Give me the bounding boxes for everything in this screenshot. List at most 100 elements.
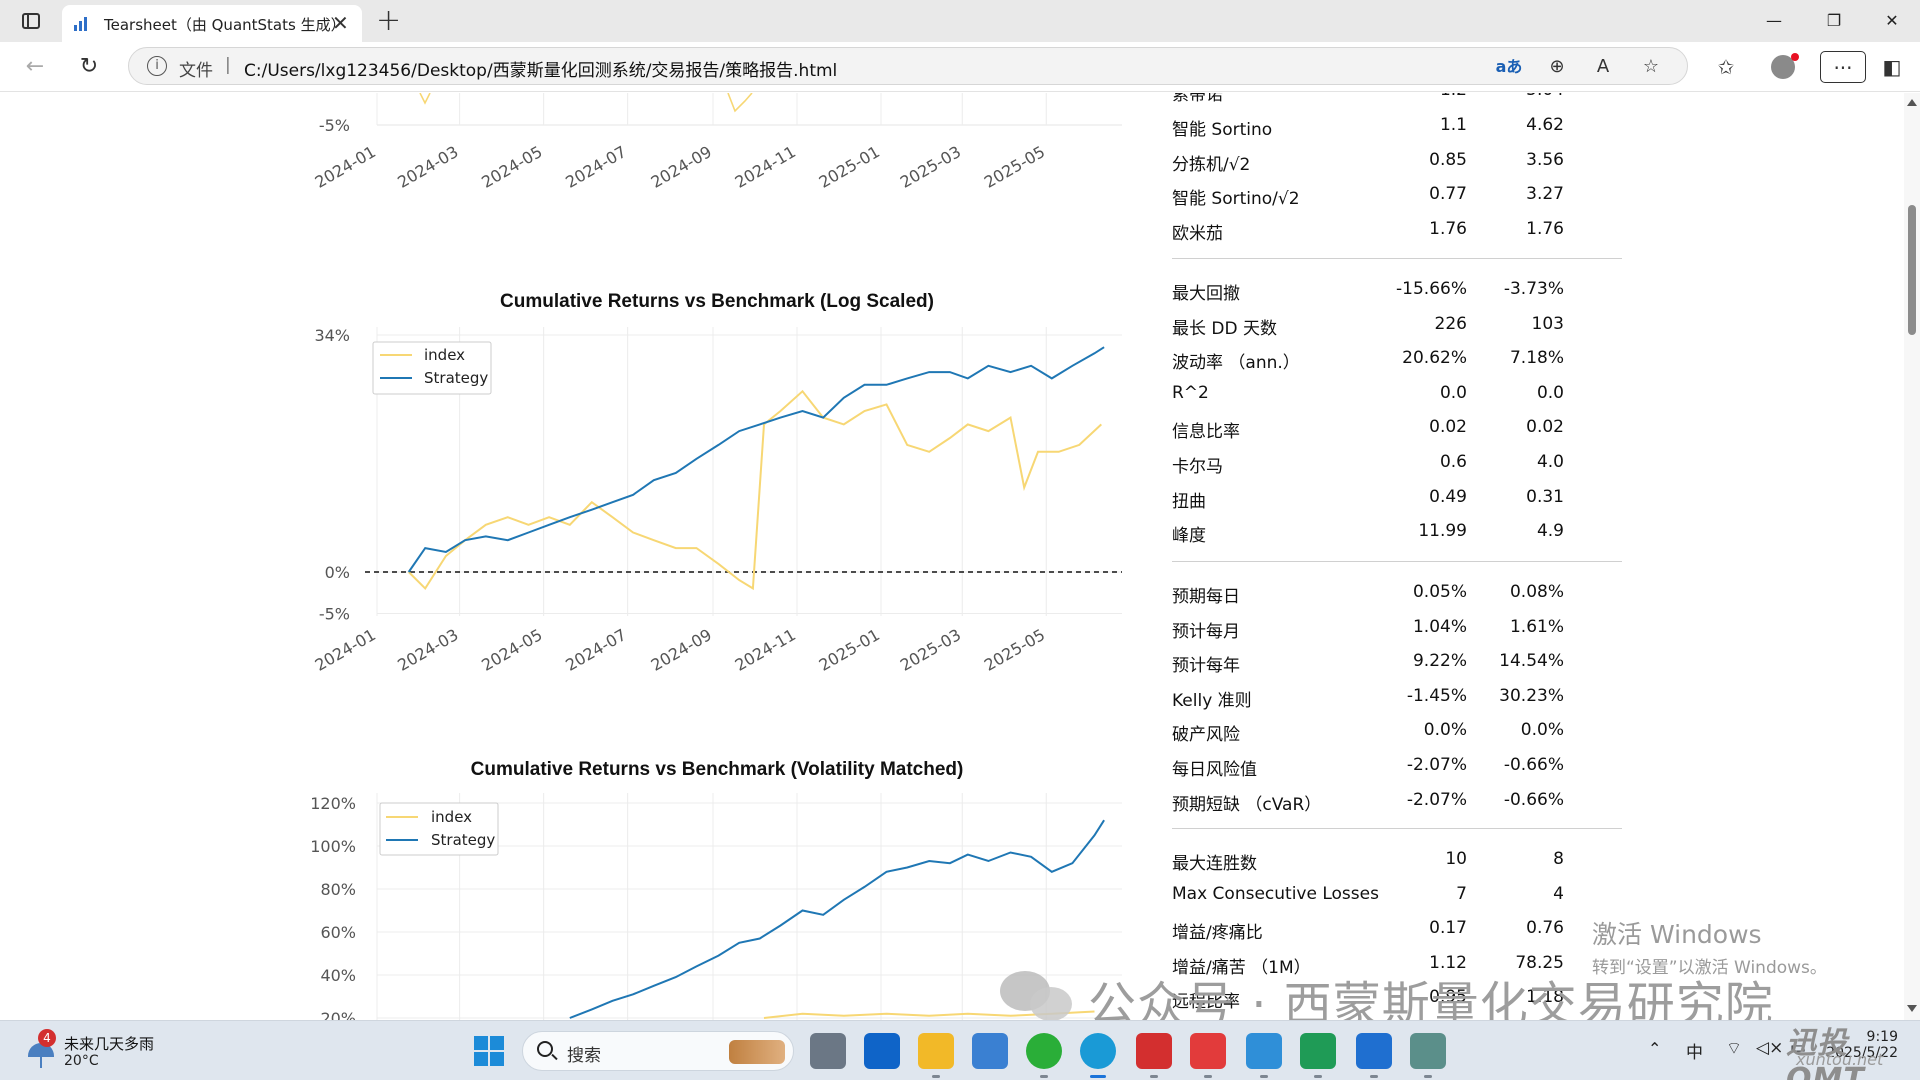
tray-overflow-chevron-icon[interactable]: ⌃ (1648, 1039, 1662, 1058)
metric-value-benchmark: 0.85 (1429, 149, 1467, 170)
terminal-app-icon[interactable] (1300, 1033, 1336, 1069)
restore-button[interactable]: ❐ (1826, 11, 1842, 30)
metric-value-strategy: 30.23% (1499, 685, 1564, 706)
metric-value-benchmark: 7 (1456, 883, 1467, 904)
metric-value-strategy: -0.66% (1503, 755, 1564, 775)
scroll-down-arrow-icon[interactable] (1907, 1005, 1917, 1012)
tab-close-icon[interactable]: ✕ (332, 11, 349, 35)
ime-indicator[interactable]: 中 (1686, 1043, 1703, 1063)
read-aloud-icon[interactable]: A (1596, 56, 1610, 77)
metric-row: 索蒂诺 1.2 5.04 (1160, 93, 1610, 108)
partial-index-line (727, 93, 753, 113)
minimize-button[interactable]: — (1766, 11, 1782, 30)
zoom-icon[interactable]: ⊕ (1549, 56, 1565, 77)
favorites-icon[interactable]: ✩ (1717, 55, 1735, 79)
metric-row: 每日风险值 -2.07% -0.66% (1160, 755, 1610, 783)
metric-label: 增益/痛苦 （1M） (1172, 957, 1311, 978)
address-url[interactable]: C:/Users/lxg123456/Desktop/西蒙斯量化回测系统/交易报… (244, 61, 838, 81)
scroll-thumb[interactable] (1908, 205, 1916, 335)
legend-label-index: index (424, 346, 465, 364)
battery-icon[interactable]: ▭ (1790, 1038, 1807, 1058)
outlook-icon[interactable] (864, 1033, 900, 1069)
legend-label-strategy: Strategy (424, 369, 488, 387)
close-window-button[interactable]: ✕ (1885, 11, 1899, 30)
metric-value-benchmark: 1.1 (1439, 115, 1467, 135)
series-line-strategy (569, 819, 1105, 1019)
browser-tab[interactable]: Tearsheet（由 QuantStats 生成） ✕ (62, 5, 362, 42)
metric-value-benchmark: 0.0 (1439, 382, 1467, 403)
taskbar: 4 未来几天多雨 20°C 搜索 ⌃ 中 ⌔ ◁× ▭ 9:19 2025/5/… (0, 1020, 1920, 1080)
favorite-star-icon[interactable]: ☆ (1642, 56, 1660, 77)
task-view-icon[interactable] (810, 1033, 846, 1069)
metric-row: 波动率 （ann.） 20.62% 7.18% (1160, 348, 1610, 376)
metric-row: 增益/疼痛比 0.17 0.76 (1160, 918, 1610, 946)
profile-button[interactable] (1766, 51, 1799, 83)
tab-actions-button[interactable] (14, 8, 48, 34)
vscode-icon[interactable] (1356, 1033, 1392, 1069)
metric-value-benchmark: -2.07% (1406, 789, 1467, 810)
series-line-strategy (407, 346, 1105, 573)
file-explorer-icon[interactable] (918, 1033, 954, 1069)
xtick-label: 2024-07 (562, 142, 629, 192)
metric-row: R^2 0.0 0.0 (1160, 383, 1610, 411)
metric-label: 远程比率 (1172, 992, 1240, 1013)
metric-label: 分拣机/√2 (1172, 154, 1251, 175)
edge-icon[interactable] (1080, 1033, 1116, 1069)
store-icon[interactable] (972, 1033, 1008, 1069)
info-icon[interactable]: i (147, 56, 167, 76)
more-options-icon[interactable]: ··· (1820, 51, 1866, 83)
wps-icon[interactable] (1136, 1033, 1172, 1069)
app-running-indicator (1424, 1075, 1432, 1078)
metric-label: 智能 Sortino (1172, 120, 1273, 140)
metric-value-benchmark: 0.17 (1429, 918, 1467, 939)
metric-divider (1172, 828, 1622, 829)
metric-label: R^2 (1172, 382, 1209, 403)
scroll-up-arrow-icon[interactable] (1907, 99, 1917, 106)
brand-watermark-sub: xuntou.net (1796, 1050, 1884, 1069)
partial-chart-above: -5% 2024-01 2024-03 2024-05 2024-07 2024-09 2… (312, 93, 1122, 192)
metric-value-strategy: 3.56 (1526, 149, 1564, 170)
start-button[interactable] (474, 1036, 504, 1066)
system-clock[interactable]: 9:19 2025/5/22 (1818, 1029, 1898, 1061)
metric-label: 波动率 （ann.） (1172, 353, 1300, 374)
qmt-app-icon[interactable] (1246, 1033, 1282, 1069)
address-scheme: 文件 (179, 61, 213, 81)
metric-value-benchmark: 10 (1445, 849, 1467, 869)
metric-value-strategy: 0.0 (1536, 382, 1564, 403)
address-bar[interactable]: i 文件 | C:/Users/lxg123456/Desktop/西蒙斯量化回… (128, 47, 1688, 85)
app-active-indicator (1090, 1075, 1106, 1078)
volume-muted-icon[interactable]: ◁× (1756, 1038, 1784, 1058)
xtick-label: 2024-09 (648, 625, 715, 675)
xtick-label: 2024-03 (394, 142, 461, 192)
metric-value-benchmark: 1.12 (1429, 952, 1467, 973)
back-arrow-icon[interactable]: ← (25, 54, 45, 79)
metric-row: 预期每日 0.05% 0.08% (1160, 582, 1610, 610)
translate-icon[interactable]: aあ (1495, 57, 1523, 76)
wifi-icon[interactable]: ⌔ (1726, 1039, 1742, 1059)
metric-value-benchmark: -1.45% (1406, 685, 1467, 706)
new-tab-button[interactable]: + (376, 3, 402, 38)
search-highlight-icon (729, 1040, 785, 1064)
partial-index-line (419, 93, 431, 105)
chart-log-scaled: Cumulative Returns vs Benchmark (Log Sca… (312, 291, 1122, 675)
xtick-label: 2025-03 (897, 142, 964, 192)
metric-value-benchmark: -2.07% (1406, 755, 1467, 775)
sidebar-toggle-icon[interactable]: ◧ (1882, 55, 1902, 79)
weather-widget[interactable]: 4 未来几天多雨 20°C (22, 1029, 222, 1073)
wechat-icon[interactable] (1026, 1033, 1062, 1069)
metric-value-benchmark: 0.02 (1429, 417, 1467, 438)
taskbar-search[interactable]: 搜索 (522, 1031, 794, 1071)
vertical-scrollbar[interactable] (1904, 93, 1920, 1020)
metric-row: 最大连胜数 10 8 (1160, 849, 1610, 877)
refresh-icon[interactable]: ↻ (79, 54, 99, 79)
metric-row: 卡尔马 0.6 4.0 (1160, 452, 1610, 480)
metric-value-strategy: -3.73% (1503, 279, 1564, 299)
utility-app-icon[interactable] (1410, 1033, 1446, 1069)
metric-value-benchmark: 20.62% (1402, 348, 1467, 369)
pdf-reader-icon[interactable] (1190, 1033, 1226, 1069)
metric-label: 预计每年 (1172, 656, 1240, 677)
clock-time: 9:19 (1866, 1029, 1898, 1045)
charts-area: -5% 2024-01 2024-03 2024-05 2024-07 2024-09 2… (310, 93, 1122, 1020)
tab-actions-icon (22, 13, 40, 29)
legend-label-strategy: Strategy (431, 831, 495, 849)
